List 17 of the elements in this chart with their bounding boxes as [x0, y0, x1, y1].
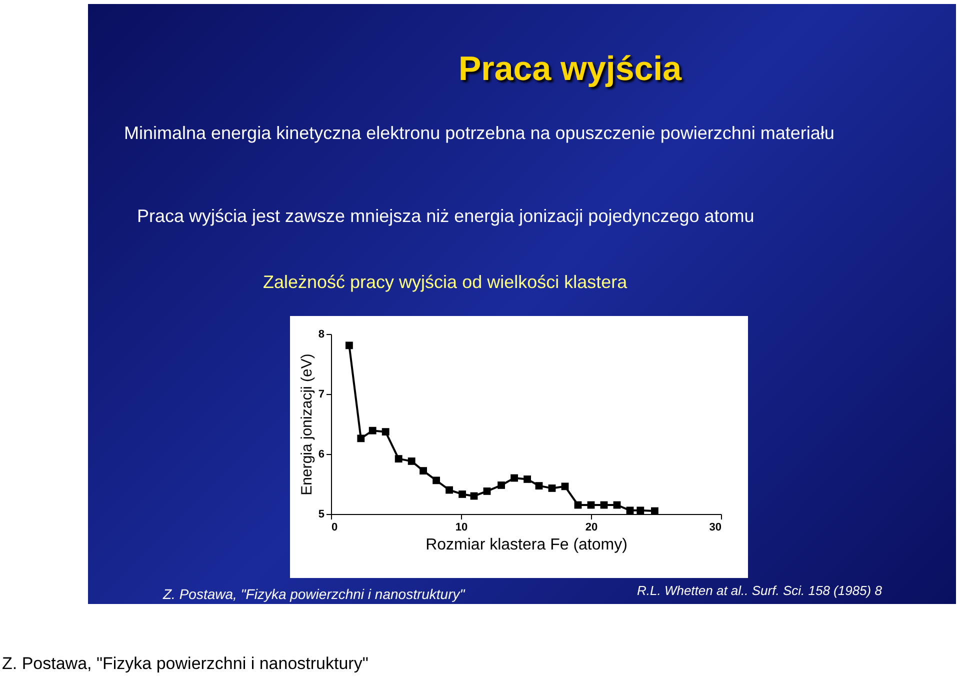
text: Minimalna energia kinetyczna elektronu potrzebna na opuszczenie powierzchni materiału: [124, 122, 836, 145]
text: R.L. Whetten at al.. Surf. Sci. 158 (1985) 8: [637, 583, 883, 600]
y-tick-label: 8: [318, 328, 324, 340]
text: Z. Postawa, "Fizyka powierzchni i nanostruktury": [163, 585, 466, 604]
y-tick-label: 5: [318, 508, 324, 520]
chart-title: Praca wyjścia: [457, 50, 683, 89]
y-tick-label: 6: [318, 448, 324, 460]
x-tick-label: 30: [709, 522, 722, 534]
text: Z. Postawa, "Fizyka powierzchni i nanostruktury": [2, 653, 370, 675]
x-axis-title: Rozmiar klastera Fe (atomy): [426, 536, 628, 554]
text: Zależność pracy wyjścia od wielkości klastera: [263, 271, 628, 294]
x-tick-label: 20: [585, 522, 598, 534]
text: Praca wyjścia jest zawsze mniejsza niż energia jonizacji pojedynczego atomu: [137, 205, 756, 228]
y-tick-label: 7: [318, 388, 324, 400]
y-axis-title: Energia jonizacji (eV): [298, 354, 316, 496]
x-tick-label: 0: [332, 522, 338, 534]
x-tick-label: 10: [455, 522, 468, 534]
